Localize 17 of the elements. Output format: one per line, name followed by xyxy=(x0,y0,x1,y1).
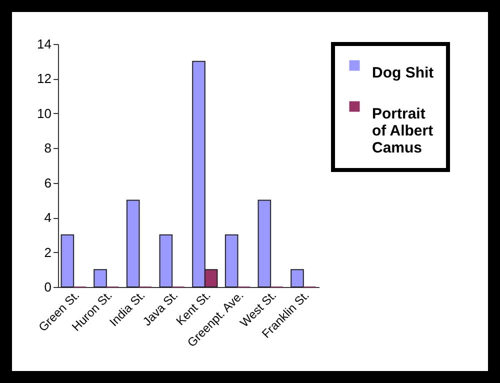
y-tick-label: 8 xyxy=(44,140,52,156)
y-tick-label: 10 xyxy=(37,106,52,121)
legend-label: Portrait of Albert Camus xyxy=(372,106,434,156)
legend-label: Dog Shit xyxy=(372,64,434,82)
y-tick-label: 0 xyxy=(44,280,52,294)
y-tick-label: 4 xyxy=(44,210,52,226)
y-tick-label: 2 xyxy=(44,244,52,260)
bar xyxy=(126,200,140,288)
bar xyxy=(290,269,304,288)
y-tick-label: 6 xyxy=(44,175,52,190)
bar xyxy=(258,200,272,288)
y-tick-label: 12 xyxy=(37,71,52,86)
bar xyxy=(224,234,238,288)
bar xyxy=(94,269,107,288)
bar xyxy=(159,234,173,288)
bar xyxy=(60,234,74,288)
y-tick-label: 14 xyxy=(37,36,52,52)
